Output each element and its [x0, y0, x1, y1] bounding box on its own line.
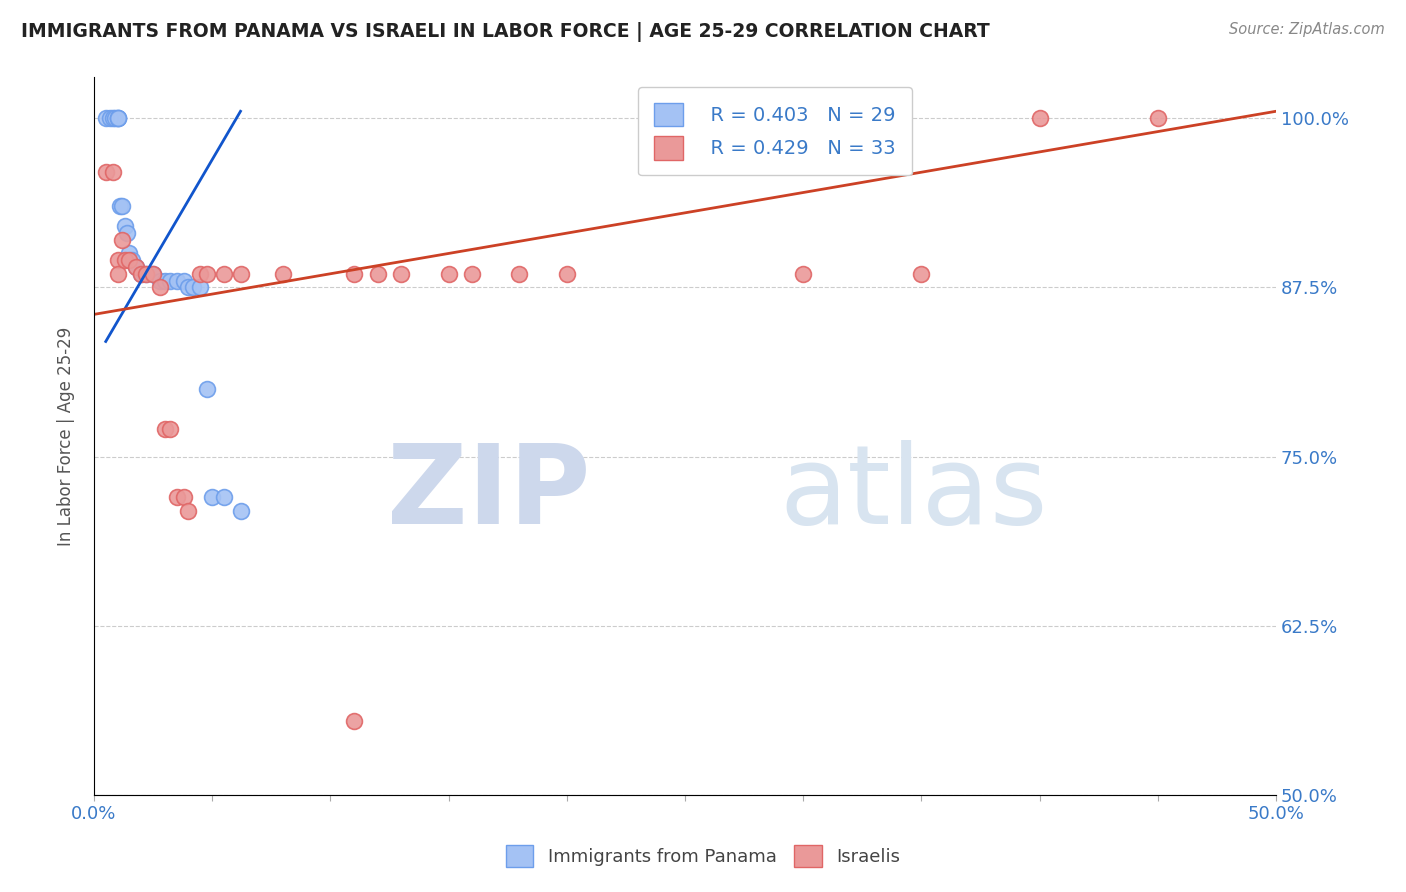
Point [142, 267, 165, 281]
Point [142, 267, 165, 281]
Point [107, 111, 129, 125]
Point [792, 267, 814, 281]
Point [107, 267, 129, 281]
Point [508, 267, 530, 281]
Point [166, 490, 188, 504]
Point [181, 280, 204, 294]
Point [114, 219, 136, 234]
Point [153, 274, 176, 288]
Point [94, 165, 117, 179]
Point [111, 199, 134, 213]
Point [107, 253, 129, 268]
Point [101, 165, 124, 179]
Point [1146, 111, 1168, 125]
Text: ZIP: ZIP [387, 440, 591, 547]
Text: Source: ZipAtlas.com: Source: ZipAtlas.com [1229, 22, 1385, 37]
Point [153, 422, 176, 436]
Point [118, 253, 141, 268]
Point [159, 422, 181, 436]
Text: IMMIGRANTS FROM PANAMA VS ISRAELI IN LABOR FORCE | AGE 25-29 CORRELATION CHART: IMMIGRANTS FROM PANAMA VS ISRAELI IN LAB… [21, 22, 990, 42]
Point [94, 111, 117, 125]
Point [212, 267, 235, 281]
Point [159, 274, 181, 288]
Point [115, 226, 138, 240]
Point [271, 267, 294, 281]
Point [100, 111, 122, 125]
Point [166, 274, 188, 288]
Point [135, 267, 157, 281]
Point [125, 260, 148, 274]
Point [367, 267, 389, 281]
Point [149, 274, 172, 288]
Point [108, 199, 131, 213]
Point [111, 233, 134, 247]
Point [229, 504, 252, 518]
Point [389, 267, 412, 281]
Point [188, 267, 211, 281]
Point [129, 267, 152, 281]
Point [125, 260, 148, 274]
Point [177, 504, 200, 518]
Point [201, 490, 224, 504]
Point [121, 253, 143, 268]
Point [173, 490, 195, 504]
Legend:   R = 0.403   N = 29,   R = 0.429   N = 33: R = 0.403 N = 29, R = 0.429 N = 33 [638, 87, 911, 176]
Point [107, 111, 129, 125]
Point [177, 280, 200, 294]
Point [461, 267, 484, 281]
Point [104, 111, 127, 125]
Point [114, 253, 136, 268]
Point [135, 267, 157, 281]
Point [188, 280, 211, 294]
Point [107, 111, 129, 125]
Point [173, 274, 195, 288]
Point [437, 267, 460, 281]
Point [129, 267, 152, 281]
Point [555, 267, 578, 281]
Text: atlas: atlas [779, 440, 1047, 547]
Point [343, 714, 366, 728]
Point [197, 267, 219, 281]
Point [1028, 111, 1050, 125]
Point [149, 280, 172, 294]
Point [212, 490, 235, 504]
Point [197, 382, 219, 396]
Y-axis label: In Labor Force | Age 25-29: In Labor Force | Age 25-29 [58, 326, 75, 546]
Point [229, 267, 252, 281]
Point [343, 267, 366, 281]
Point [910, 267, 932, 281]
Point [118, 246, 141, 260]
Legend: Immigrants from Panama, Israelis: Immigrants from Panama, Israelis [499, 838, 907, 874]
Point [101, 111, 124, 125]
